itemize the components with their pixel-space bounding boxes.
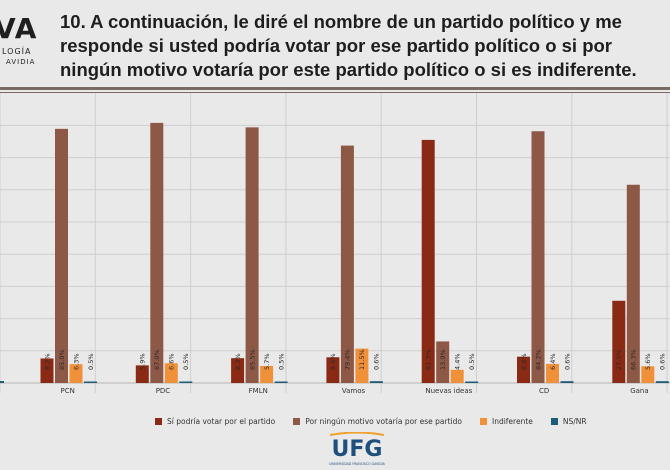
data-label: 84.2% — [534, 349, 542, 370]
legend-swatch — [550, 417, 558, 425]
bar — [641, 366, 655, 383]
ufg-logo: UFG UNIVERSIDAD FRANCISCO GAVIDIA — [329, 432, 386, 466]
x-tick-label: Vamos — [342, 387, 366, 395]
bar — [355, 348, 369, 383]
data-label: 8.2% — [43, 353, 51, 370]
data-label: 8.6% — [329, 353, 337, 370]
x-tick-label: PCN — [60, 387, 74, 395]
legend-entry: Indiferente — [479, 416, 533, 426]
data-label: 0.5% — [277, 353, 285, 370]
logo-text: VA — [0, 12, 38, 45]
data-label: 0.6% — [563, 353, 571, 370]
bar — [260, 365, 274, 383]
data-label: 4.4% — [454, 353, 462, 370]
data-label: 27.5% — [615, 349, 623, 370]
data-label: 85.5% — [248, 349, 256, 370]
x-tick-label: PDC — [156, 387, 171, 395]
x-tick-label: CD — [539, 387, 549, 395]
legend-swatch — [293, 417, 301, 425]
bar — [135, 365, 149, 383]
legend-entry: Por ningún motivo votaría por ese partid… — [293, 417, 462, 426]
bar — [436, 341, 450, 383]
bar — [612, 300, 626, 383]
data-label: 0.6% — [373, 353, 381, 370]
bar — [274, 381, 288, 383]
header-rule-thin — [0, 92, 670, 93]
bar-cut-off — [0, 381, 4, 383]
logo-subtitle-2: AVIDIA — [6, 58, 36, 66]
bar — [40, 358, 54, 383]
x-tick-label: FMLN — [249, 387, 268, 395]
data-label: 11.5% — [358, 349, 366, 370]
legend-entry: Sí podría votar por el partido — [155, 417, 275, 426]
legend-swatch — [479, 417, 487, 425]
logo-subtitle-1: LOGÍA — [2, 47, 32, 56]
data-label: 0.5% — [182, 353, 190, 370]
x-tick-label: Gana — [630, 387, 648, 395]
bar — [655, 381, 669, 383]
header-rule — [0, 87, 670, 90]
data-label: 79.4% — [344, 349, 352, 370]
bar — [560, 381, 574, 383]
data-label: 81.3% — [425, 349, 433, 370]
legend-entry: NS/NR — [550, 416, 587, 426]
bar — [55, 128, 68, 383]
bar — [340, 145, 354, 383]
bar — [164, 363, 178, 383]
header: VA LOGÍA AVIDIA 10. A continuación, le d… — [0, 0, 670, 86]
bar — [231, 358, 245, 383]
legend-label: Sí podría votar por el partido — [167, 416, 276, 426]
data-label: 6.3% — [72, 353, 80, 370]
data-label: 0.5% — [87, 353, 95, 370]
bar — [369, 381, 383, 383]
data-label: 8.8% — [520, 353, 528, 370]
bar — [69, 364, 83, 383]
bar — [517, 356, 530, 383]
ufg-logo-text: UFG — [332, 437, 383, 462]
bar — [84, 381, 97, 383]
data-label: 85.0% — [58, 349, 66, 370]
bar — [245, 127, 259, 383]
bar — [326, 357, 340, 383]
bar — [179, 381, 193, 383]
bar — [531, 131, 545, 383]
legend-label: NS/NR — [562, 416, 587, 426]
data-label: 13.9% — [439, 349, 447, 370]
data-label: 0.5% — [468, 353, 476, 370]
page-title: 10. A continuación, le diré el nombre de… — [60, 11, 637, 80]
data-label: 6.4% — [549, 353, 557, 370]
ufg-logo-subtext: UNIVERSIDAD FRANCISCO GAVIDIA — [329, 462, 385, 466]
bar — [450, 369, 464, 383]
bar — [546, 363, 559, 383]
data-label: 87.0% — [153, 349, 161, 370]
data-label: 5.6% — [644, 353, 652, 370]
data-label: 5.7% — [263, 353, 271, 370]
legend-swatch — [155, 417, 162, 425]
bar — [150, 122, 164, 384]
chart-legend: Sí podría votar por el partido Por ningún… — [155, 414, 605, 428]
data-label: 8.3% — [234, 353, 242, 370]
bar — [626, 184, 640, 383]
x-tick-label: Nuevas ideas — [425, 387, 472, 395]
data-label: 5.9% — [139, 353, 147, 370]
bar — [421, 139, 435, 383]
data-label: 0.6% — [659, 353, 667, 370]
legend-label: Indiferente — [491, 416, 533, 426]
legend-label: Por ningún motivo votaría por ese partid… — [305, 416, 462, 426]
data-label: 66.3% — [630, 349, 638, 370]
bar — [465, 381, 479, 383]
data-label: 6.6% — [168, 353, 176, 370]
